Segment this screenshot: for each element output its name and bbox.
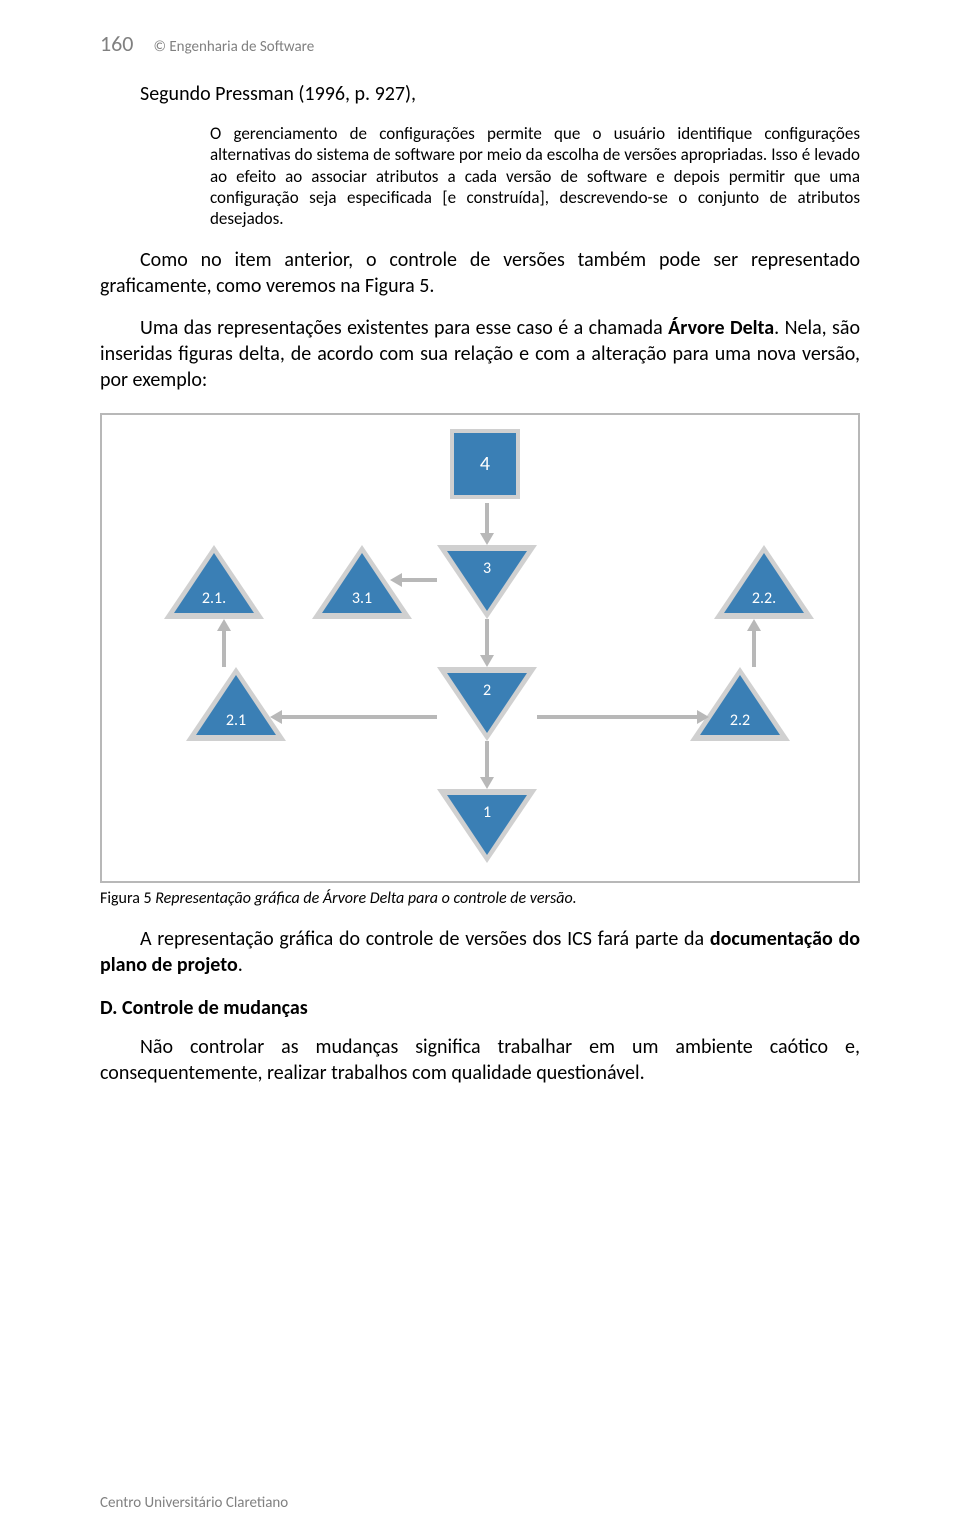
page-header: 160 © Engenharia de Software [100, 30, 860, 57]
section-d-heading: D. Controle de mudanças [100, 996, 860, 1020]
footer-text: Centro Universitário Claretiano [100, 1494, 288, 1512]
arrow-3-2-head [480, 655, 494, 667]
arrow-3-2 [485, 619, 489, 655]
arrow-2-22b-head [697, 710, 709, 724]
p4-c: . [238, 953, 243, 977]
paragraph-1: Segundo Pressman (1996, p. 927), [100, 81, 860, 107]
figure-label: Figura 5 [100, 889, 155, 908]
p4-a: A representação gráfica do controle de v… [140, 927, 710, 951]
block-quote: O gerenciamento de configurações permite… [210, 123, 860, 229]
arrow-2-1 [485, 741, 489, 777]
node-2: 2 [437, 667, 537, 741]
arrow-3-31 [402, 578, 437, 582]
node-1-label: 1 [437, 803, 537, 822]
node-2-1-top: 2.1. [164, 545, 264, 619]
p3-a: Uma das representações existentes para e… [140, 316, 668, 340]
p3-b: Árvore Delta [668, 316, 774, 340]
arrow-21b-21t [222, 631, 226, 667]
node-2-1-bottom: 2.1 [186, 667, 286, 741]
node-2-1-top-label: 2.1. [164, 589, 264, 608]
node-1: 1 [437, 789, 537, 863]
figure-caption-text: Representação gráfica de Árvore Delta pa… [155, 889, 577, 908]
paragraph-3: Uma das representações existentes para e… [100, 315, 860, 393]
arrow-2-21b [282, 715, 437, 719]
header-title: © Engenharia de Software [153, 38, 314, 56]
arrow-4-3-head [480, 533, 494, 545]
node-4: 4 [450, 429, 520, 499]
paragraph-2: Como no item anterior, o controle de ver… [100, 247, 860, 299]
node-3-1-label: 3.1 [312, 589, 412, 608]
node-2-2-top: 2.2. [714, 545, 814, 619]
arrow-4-3 [485, 503, 489, 535]
arrow-22b-22t [752, 631, 756, 667]
arrow-2-22b [537, 715, 697, 719]
figure-caption: Figura 5 Representação gráfica de Árvore… [100, 889, 860, 908]
arrow-2-1-head [480, 777, 494, 789]
arrow-2-21b-head [270, 710, 282, 724]
paragraph-5: Não controlar as mudanças significa trab… [100, 1034, 860, 1086]
arrow-22b-22t-head [747, 619, 761, 631]
paragraph-4: A representação gráfica do controle de v… [100, 926, 860, 978]
arrow-21b-21t-head [217, 619, 231, 631]
delta-tree-diagram: 4 3 2 1 2.1. 3.1 2.2. 2. [100, 413, 860, 883]
arrow-3-31-head [390, 573, 402, 587]
node-4-label: 4 [480, 452, 490, 476]
node-2-label: 2 [437, 681, 537, 700]
page-number: 160 [100, 30, 133, 57]
node-3-label: 3 [437, 559, 537, 578]
node-3: 3 [437, 545, 537, 619]
node-2-2-bottom: 2.2 [690, 667, 790, 741]
node-2-2-top-label: 2.2. [714, 589, 814, 608]
